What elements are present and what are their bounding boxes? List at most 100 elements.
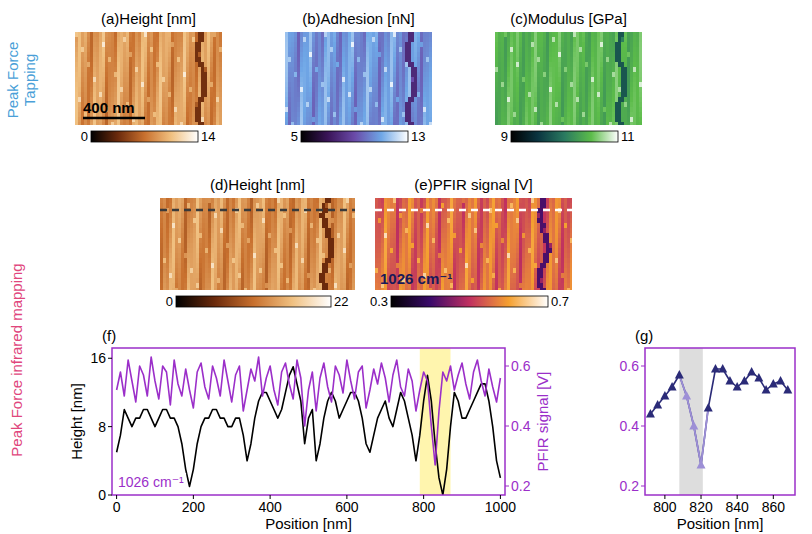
map-texture [186,112,190,118]
map-texture [411,72,415,78]
map-texture [153,117,157,123]
map-texture [189,32,193,38]
map-texture [411,67,415,73]
map-texture [309,67,313,73]
map-texture [324,67,328,73]
map-texture [330,92,334,98]
map-texture [288,92,292,98]
map-texture [324,87,328,93]
map-texture [219,32,222,38]
map-texture [378,37,382,43]
map-texture [393,102,397,108]
map-texture [162,52,166,58]
map-texture [213,72,217,78]
map-texture [210,67,214,73]
map-texture [408,107,412,113]
map-texture [105,77,109,83]
map-texture [159,52,163,58]
map-texture [309,62,313,68]
map-texture [423,42,427,48]
map-texture [369,92,373,98]
map-texture [147,72,151,78]
map-texture [339,42,343,48]
map-texture [417,107,421,113]
map-texture [336,92,340,98]
map-texture [180,62,184,68]
map-texture [150,82,154,88]
map-texture [102,37,106,43]
panel-title: (b)Adhesion [nN] [302,10,415,27]
map-texture [396,52,400,58]
map-texture [198,47,202,53]
map-texture [318,102,322,108]
map-texture [177,82,181,88]
map-texture [339,82,343,88]
map-texture [180,42,184,48]
map-texture [201,37,205,43]
map-texture [390,87,394,93]
map-texture [189,72,193,78]
map-texture [189,47,193,53]
map-texture [303,67,307,73]
colorbar [301,131,408,142]
map-texture [309,32,313,38]
map-texture [129,52,133,58]
map-texture [216,62,220,68]
map-texture [342,107,346,113]
map-texture [510,87,514,93]
map-texture [345,97,349,103]
map-texture [171,82,175,88]
map-texture [207,37,211,43]
map-texture [159,77,163,83]
map-texture [501,67,505,73]
map-texture [138,77,142,83]
map-texture [321,32,325,38]
map-texture [339,62,343,68]
map-texture [168,72,172,78]
map-texture [417,77,421,83]
map-texture [426,47,430,53]
map-texture [321,117,325,123]
map-texture [399,97,403,103]
map-texture [81,37,85,43]
map-texture [216,37,220,43]
map-texture [174,72,178,78]
map-texture [378,77,382,83]
map-texture [495,42,499,48]
map-texture [144,72,148,78]
map-texture [312,72,316,78]
map-texture [399,112,403,118]
map-texture [210,77,214,83]
map-texture [207,92,211,98]
map-texture [132,42,136,48]
map-texture [168,82,172,88]
map-texture [402,102,406,108]
map-texture [195,67,199,73]
map-texture [201,42,205,48]
map-texture [342,87,346,93]
map-texture [345,37,349,43]
map-texture [405,92,409,98]
map-texture [402,72,406,78]
map-texture [291,107,295,113]
map-texture [345,107,349,113]
map-texture [201,57,205,63]
map-texture [405,87,409,93]
map-texture [120,67,124,73]
map-texture [333,107,337,113]
map-texture [135,92,139,98]
map-texture [195,57,199,63]
map-texture [339,102,343,108]
map-texture [345,57,349,63]
map-texture [384,102,388,108]
map-texture [501,107,505,113]
map-texture [147,47,151,53]
map-texture [345,117,349,123]
map-texture [507,107,511,113]
map-texture [342,112,346,118]
map-texture [411,42,415,48]
map-texture [495,97,499,103]
map-texture [186,122,190,125]
map-texture [417,112,421,118]
map-texture [336,117,340,123]
